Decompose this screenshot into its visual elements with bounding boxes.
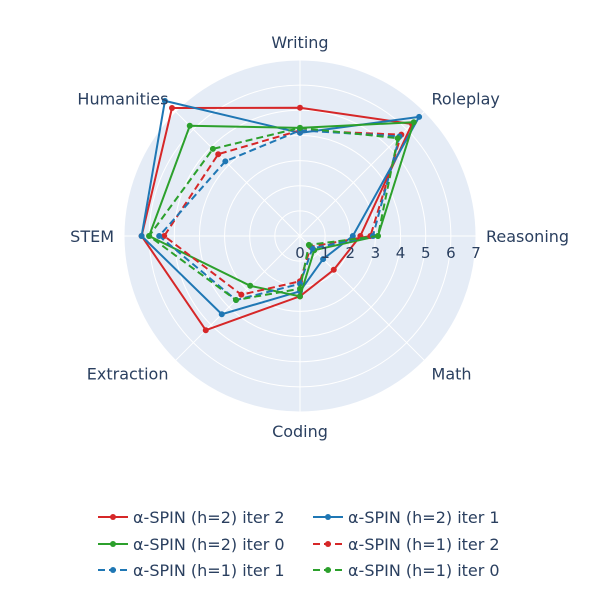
data-point — [297, 124, 303, 131]
angular-gridline — [299, 235, 425, 361]
legend-swatch-marker — [325, 541, 331, 547]
data-point — [161, 233, 168, 239]
series-layer — [138, 97, 423, 334]
axis-label-roleplay: Roleplay — [432, 89, 500, 108]
radial-tick-label: 1 — [320, 244, 330, 262]
axis-label-stem: STEM — [70, 227, 114, 246]
data-point — [202, 327, 209, 334]
data-point — [186, 122, 193, 129]
data-point — [222, 158, 229, 165]
data-point — [209, 145, 216, 152]
axis-label-coding: Coding — [272, 422, 328, 441]
data-point — [410, 119, 417, 126]
data-point — [156, 233, 163, 239]
legend-label: α-SPIN (h=2) iter 2 — [133, 508, 285, 527]
legend-item[interactable]: α-SPIN (h=2) iter 2 — [98, 508, 285, 527]
legend-item[interactable]: α-SPIN (h=1) iter 1 — [98, 561, 285, 580]
legend-item[interactable]: α-SPIN (h=1) iter 2 — [313, 535, 500, 554]
data-point — [247, 282, 254, 289]
radial-tick-label: 0 — [295, 244, 305, 262]
angular-gridline — [299, 111, 425, 237]
radial-tick-label: 3 — [371, 244, 381, 262]
radial-tick-label: 7 — [471, 244, 481, 262]
data-point — [138, 233, 145, 239]
legend-label: α-SPIN (h=1) iter 0 — [348, 561, 500, 580]
legend-item[interactable]: α-SPIN (h=2) iter 1 — [313, 508, 500, 527]
data-point — [215, 151, 222, 158]
data-point — [232, 297, 239, 304]
data-point — [416, 113, 423, 120]
legend: α-SPIN (h=2) iter 2 α-SPIN (h=2) iter 1 α-… — [98, 508, 500, 580]
legend-swatch-marker — [110, 541, 116, 547]
data-point — [218, 311, 225, 318]
radial-tick-label: 2 — [346, 244, 356, 262]
data-point — [320, 256, 327, 263]
angular-axis-labels: Writing Roleplay Reasoning Math Coding Extrac… — [70, 33, 569, 441]
axis-label-extraction: Extraction — [87, 365, 169, 384]
legend-label: α-SPIN (h=2) iter 1 — [348, 508, 500, 527]
axis-label-math: Math — [432, 365, 472, 384]
legend-swatch-marker — [325, 514, 331, 520]
legend-item[interactable]: α-SPIN (h=2) iter 0 — [98, 535, 285, 554]
data-point — [349, 233, 356, 239]
data-point — [297, 285, 303, 292]
legend-swatch-marker — [110, 514, 116, 520]
data-point — [168, 104, 175, 111]
legend-label: α-SPIN (h=2) iter 0 — [133, 535, 285, 554]
legend-label: α-SPIN (h=1) iter 2 — [348, 535, 500, 554]
series-5 — [146, 124, 401, 304]
data-point — [146, 233, 153, 239]
data-point — [374, 233, 381, 239]
data-point — [330, 266, 337, 273]
polar-grid — [123, 59, 477, 413]
axis-label-reasoning: Reasoning — [486, 227, 569, 246]
axis-label-humanities: Humanities — [77, 89, 168, 108]
legend-swatch-marker — [110, 567, 116, 573]
legend-swatch-marker — [325, 567, 331, 573]
data-point — [161, 97, 168, 104]
legend-label: α-SPIN (h=1) iter 1 — [133, 561, 285, 580]
data-point — [297, 293, 303, 300]
axis-label-writing: Writing — [271, 33, 328, 52]
data-point — [297, 104, 303, 111]
data-point — [305, 241, 312, 248]
radial-tick-label: 5 — [421, 244, 431, 262]
data-point — [238, 291, 245, 298]
radial-tick-label: 6 — [446, 244, 456, 262]
angular-gridline — [175, 111, 301, 237]
data-point — [394, 135, 401, 142]
legend-item[interactable]: α-SPIN (h=1) iter 0 — [313, 561, 500, 580]
radial-tick-label: 4 — [396, 244, 406, 262]
